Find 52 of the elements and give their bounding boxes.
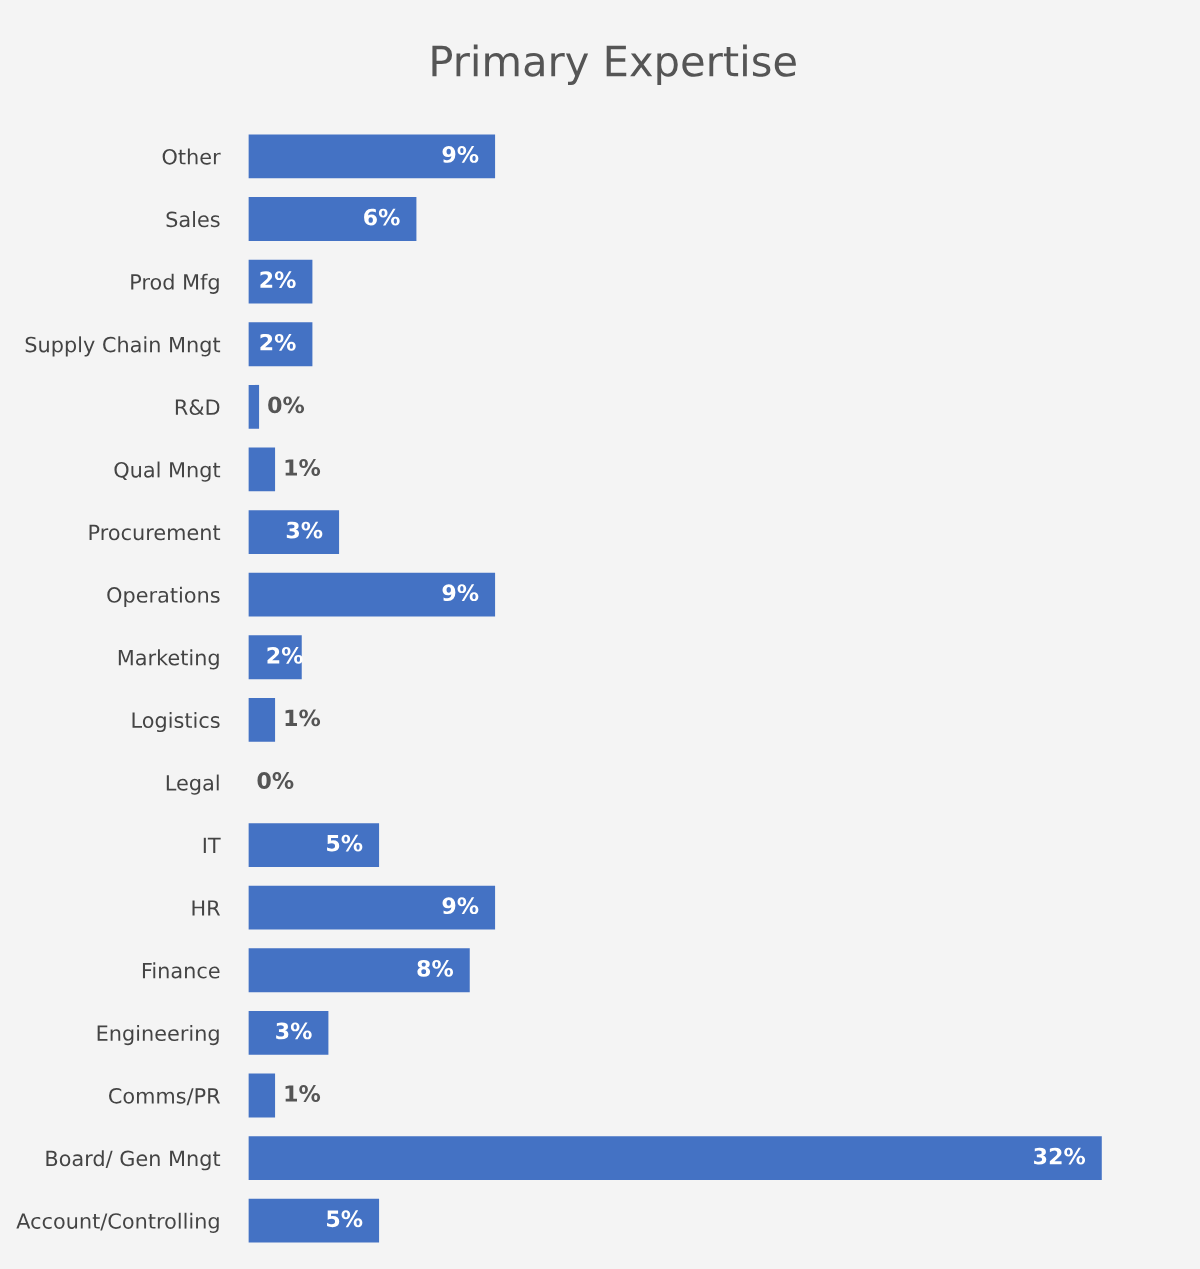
data-label: 1% bbox=[285, 459, 321, 476]
y-tick-label: Other bbox=[162, 148, 221, 165]
bar bbox=[248, 948, 470, 993]
data-label: 32% bbox=[1034, 1147, 1086, 1165]
bar bbox=[248, 384, 260, 429]
y-tick-label: Finance bbox=[142, 962, 220, 979]
data-label: 3% bbox=[286, 521, 323, 539]
bar bbox=[248, 259, 313, 304]
bar bbox=[248, 885, 496, 930]
y-tick-label: Comms/PR bbox=[109, 1087, 221, 1106]
data-label: 6% bbox=[364, 208, 400, 226]
bar bbox=[248, 510, 340, 554]
y-tick-label: Operations bbox=[107, 586, 220, 607]
data-label: 9% bbox=[442, 897, 479, 915]
bar bbox=[248, 322, 313, 367]
y-tick-label: Procurement bbox=[89, 524, 221, 541]
y-tick-label: Qual Mngt bbox=[114, 461, 221, 482]
data-label: 1% bbox=[285, 1085, 321, 1102]
y-tick-label: IT bbox=[203, 837, 221, 853]
y-tick-label: Logistics bbox=[132, 711, 220, 733]
data-label: 3% bbox=[276, 1022, 312, 1040]
y-tick-label: Legal bbox=[166, 774, 219, 795]
y-tick-label: HR bbox=[192, 900, 221, 916]
bar bbox=[248, 1136, 1102, 1180]
bar bbox=[248, 572, 496, 617]
bar bbox=[248, 197, 417, 241]
bar bbox=[248, 1073, 276, 1118]
bar bbox=[248, 447, 276, 492]
y-tick-label: R&D bbox=[175, 399, 220, 416]
y-tick-label: Sales bbox=[166, 211, 220, 228]
bar bbox=[248, 134, 496, 179]
data-label: 8% bbox=[417, 959, 454, 977]
bar bbox=[248, 823, 380, 867]
y-tick-label: Supply Chain Mngt bbox=[25, 336, 221, 357]
y-tick-label: Engineering bbox=[97, 1024, 219, 1046]
y-tick-label: Marketing bbox=[118, 649, 219, 670]
bar bbox=[248, 1198, 380, 1243]
data-label: 9% bbox=[442, 146, 479, 163]
data-label: 1% bbox=[285, 709, 321, 727]
data-label: 0% bbox=[268, 396, 305, 414]
data-label: 0% bbox=[257, 772, 294, 789]
y-tick-label: Prod Mfg bbox=[131, 273, 219, 294]
data-label: 9% bbox=[442, 584, 479, 602]
bar bbox=[248, 1010, 329, 1055]
data-label: 2% bbox=[260, 333, 296, 351]
data-label: 5% bbox=[327, 834, 363, 852]
data-label: 5% bbox=[327, 1210, 363, 1228]
bar bbox=[248, 697, 276, 742]
y-tick-label: Account/Controlling bbox=[16, 1212, 219, 1233]
chart-title: Primary Expertise bbox=[432, 44, 796, 85]
data-label: 2% bbox=[260, 271, 296, 289]
y-tick-label: Board/ Gen Mngt bbox=[46, 1150, 221, 1171]
